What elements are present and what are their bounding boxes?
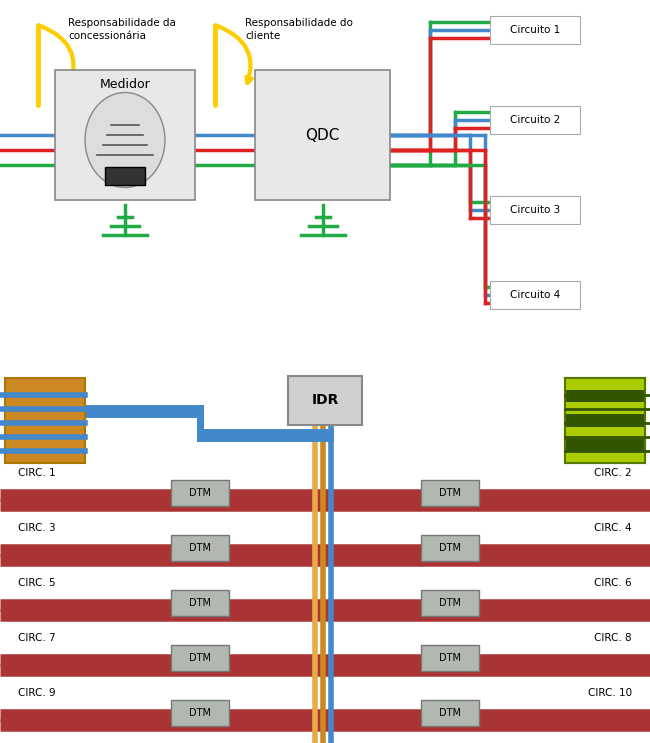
FancyBboxPatch shape bbox=[5, 378, 85, 463]
Text: DTM: DTM bbox=[439, 653, 461, 663]
Text: Circuito 3: Circuito 3 bbox=[510, 205, 560, 215]
Text: DTM: DTM bbox=[189, 653, 211, 663]
Text: CIRC. 7: CIRC. 7 bbox=[18, 633, 56, 643]
FancyBboxPatch shape bbox=[565, 378, 645, 463]
Text: DTM: DTM bbox=[439, 708, 461, 718]
FancyBboxPatch shape bbox=[490, 16, 580, 44]
FancyBboxPatch shape bbox=[490, 106, 580, 134]
FancyBboxPatch shape bbox=[171, 645, 229, 671]
FancyBboxPatch shape bbox=[171, 700, 229, 726]
Text: Circuito 4: Circuito 4 bbox=[510, 290, 560, 300]
Text: QDC: QDC bbox=[306, 128, 340, 143]
FancyBboxPatch shape bbox=[288, 376, 362, 425]
Text: IDR: IDR bbox=[311, 394, 339, 407]
Text: Responsabilidade do
cliente: Responsabilidade do cliente bbox=[245, 18, 353, 41]
Text: CIRC. 5: CIRC. 5 bbox=[18, 578, 56, 588]
FancyBboxPatch shape bbox=[421, 535, 479, 561]
FancyBboxPatch shape bbox=[421, 480, 479, 506]
Text: CIRC. 9: CIRC. 9 bbox=[18, 688, 56, 698]
Text: Circuito 2: Circuito 2 bbox=[510, 115, 560, 125]
FancyBboxPatch shape bbox=[421, 645, 479, 671]
Ellipse shape bbox=[85, 92, 165, 187]
Text: DTM: DTM bbox=[439, 543, 461, 553]
FancyBboxPatch shape bbox=[490, 196, 580, 224]
FancyBboxPatch shape bbox=[171, 480, 229, 506]
Text: DTM: DTM bbox=[189, 708, 211, 718]
FancyBboxPatch shape bbox=[565, 390, 645, 402]
Text: DTM: DTM bbox=[189, 543, 211, 553]
Text: DTM: DTM bbox=[189, 488, 211, 498]
FancyBboxPatch shape bbox=[421, 590, 479, 616]
FancyBboxPatch shape bbox=[565, 402, 645, 415]
Text: Circuito 1: Circuito 1 bbox=[510, 25, 560, 35]
Text: CIRC. 2: CIRC. 2 bbox=[594, 468, 632, 478]
Text: Medidor: Medidor bbox=[99, 78, 150, 91]
FancyBboxPatch shape bbox=[171, 535, 229, 561]
Text: Responsabilidade da
concessionária: Responsabilidade da concessionária bbox=[68, 18, 176, 41]
FancyBboxPatch shape bbox=[565, 415, 645, 426]
FancyBboxPatch shape bbox=[255, 70, 390, 200]
Text: CIRC. 4: CIRC. 4 bbox=[594, 523, 632, 533]
Text: CIRC. 8: CIRC. 8 bbox=[594, 633, 632, 643]
Text: CIRC. 1: CIRC. 1 bbox=[18, 468, 56, 478]
FancyBboxPatch shape bbox=[565, 438, 645, 451]
FancyBboxPatch shape bbox=[490, 281, 580, 309]
FancyBboxPatch shape bbox=[421, 700, 479, 726]
FancyBboxPatch shape bbox=[105, 167, 145, 185]
Text: CIRC. 3: CIRC. 3 bbox=[18, 523, 56, 533]
Text: DTM: DTM bbox=[439, 598, 461, 608]
FancyBboxPatch shape bbox=[565, 451, 645, 463]
Text: CIRC. 10: CIRC. 10 bbox=[588, 688, 632, 698]
Text: CIRC. 6: CIRC. 6 bbox=[594, 578, 632, 588]
FancyBboxPatch shape bbox=[565, 378, 645, 390]
FancyBboxPatch shape bbox=[55, 70, 195, 200]
FancyBboxPatch shape bbox=[171, 590, 229, 616]
Text: DTM: DTM bbox=[189, 598, 211, 608]
Text: DTM: DTM bbox=[439, 488, 461, 498]
FancyBboxPatch shape bbox=[565, 426, 645, 438]
